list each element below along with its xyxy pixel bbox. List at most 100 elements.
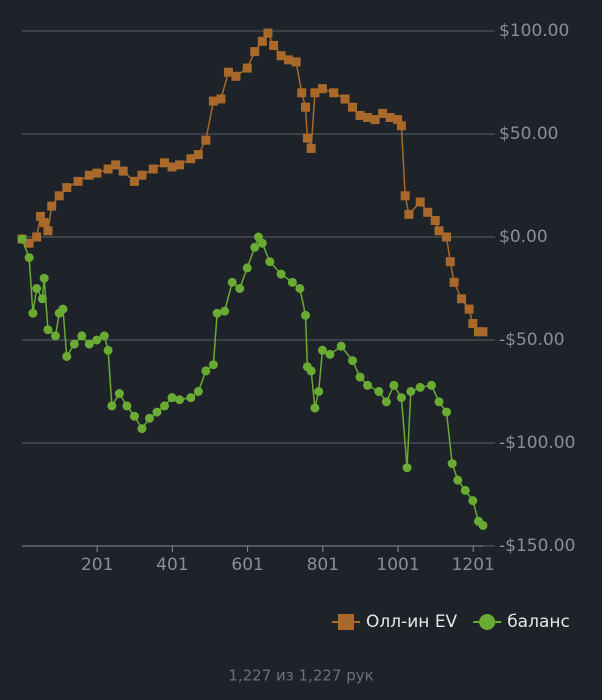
x-tick-label: 601 <box>231 555 263 575</box>
marker-circle <box>363 380 373 390</box>
marker-circle <box>167 393 177 403</box>
marker-square <box>54 191 64 201</box>
marker-circle <box>460 485 470 495</box>
marker-circle <box>84 339 94 349</box>
marker-square <box>148 164 158 174</box>
marker-circle <box>193 387 203 396</box>
marker-square <box>348 102 358 112</box>
marker-circle <box>77 331 87 341</box>
marker-square <box>167 162 177 172</box>
marker-circle <box>160 401 170 411</box>
marker-square <box>84 170 94 180</box>
marker-square <box>317 84 327 94</box>
marker-circle <box>468 496 478 506</box>
marker-circle <box>396 393 406 403</box>
marker-circle <box>479 614 496 630</box>
marker-square <box>370 115 380 125</box>
legend-item[interactable]: Олл-ин EV <box>332 612 458 632</box>
marker-square <box>129 176 139 186</box>
marker-square <box>329 88 339 98</box>
marker-circle <box>129 411 139 421</box>
marker-circle <box>310 403 320 413</box>
marker-circle <box>434 397 444 407</box>
marker-circle <box>212 308 222 318</box>
marker-circle <box>208 360 218 370</box>
marker-circle <box>28 308 38 318</box>
marker-circle <box>325 349 335 359</box>
marker-circle <box>348 356 358 366</box>
marker-circle <box>122 401 132 411</box>
marker-circle <box>39 273 49 283</box>
marker-square <box>35 211 45 221</box>
x-tick-label: 1001 <box>376 555 419 575</box>
marker-circle <box>295 284 305 293</box>
marker-circle <box>175 395 185 405</box>
marker-circle <box>374 387 384 396</box>
legend-label: баланс <box>507 612 570 632</box>
marker-square <box>415 197 425 207</box>
marker-circle <box>144 413 154 423</box>
marker-circle <box>107 401 117 411</box>
marker-square <box>297 88 307 98</box>
marker-square <box>338 614 354 630</box>
marker-square <box>355 110 365 120</box>
marker-circle <box>58 304 68 314</box>
marker-square <box>92 168 102 178</box>
legend-item[interactable]: баланс <box>473 612 570 632</box>
y-tick-label: $0.00 <box>499 227 548 247</box>
y-tick-label: $50.00 <box>499 124 558 144</box>
marker-circle <box>389 380 399 390</box>
marker-circle <box>235 284 245 293</box>
marker-circle <box>37 294 47 304</box>
y-tick-label: -$50.00 <box>499 330 565 350</box>
marker-circle <box>201 366 211 376</box>
marker-square <box>468 319 478 329</box>
marker-square <box>62 183 72 193</box>
marker-square <box>24 238 34 248</box>
marker-circle <box>99 331 109 341</box>
footer-text: 1,227 из 1,227 рук <box>228 667 373 685</box>
marker-circle <box>355 372 365 382</box>
marker-circle <box>186 393 196 403</box>
marker-circle <box>250 242 260 252</box>
marker-circle <box>314 387 324 396</box>
marker-square <box>385 113 395 123</box>
marker-circle <box>415 382 425 392</box>
marker-square <box>137 170 147 180</box>
marker-square <box>404 209 414 219</box>
marker-circle <box>137 424 147 434</box>
marker-square <box>378 108 388 118</box>
marker-square <box>118 166 128 176</box>
marker-circle <box>453 475 463 485</box>
legend: Олл-ин EV баланс <box>332 612 570 632</box>
marker-square <box>111 160 121 170</box>
marker-circle <box>69 339 79 349</box>
marker-circle <box>265 257 275 267</box>
marker-square <box>263 28 273 38</box>
marker-square <box>400 191 410 201</box>
x-tick-label: 401 <box>156 555 188 575</box>
marker-square <box>250 47 260 57</box>
marker-square <box>216 94 226 104</box>
marker-square <box>231 71 241 81</box>
marker-square <box>449 277 459 287</box>
marker-square <box>430 216 440 226</box>
marker-square <box>306 143 316 153</box>
marker-square <box>363 113 373 123</box>
x-tick-label: 801 <box>307 555 339 575</box>
marker-circle <box>426 380 436 390</box>
marker-square <box>242 63 252 73</box>
marker-circle <box>406 387 416 396</box>
marker-square <box>160 158 170 168</box>
x-tick-label: 1201 <box>452 555 495 575</box>
marker-square <box>223 67 233 77</box>
marker-square <box>442 232 452 242</box>
marker-square <box>276 51 286 61</box>
marker-circle <box>114 389 124 399</box>
marker-circle <box>336 341 346 351</box>
marker-circle <box>442 407 452 417</box>
marker-circle <box>257 238 267 248</box>
marker-circle <box>152 407 162 417</box>
marker-square <box>310 88 320 98</box>
